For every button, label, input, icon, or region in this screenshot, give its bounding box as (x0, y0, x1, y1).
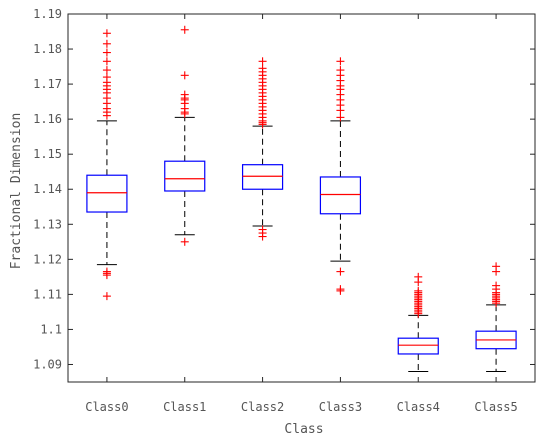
box-class3 (319, 57, 362, 295)
outlier-marker (414, 272, 423, 281)
y-tick-label: 1.1 (40, 322, 62, 336)
y-tick-label: 1.15 (33, 147, 62, 161)
y-tick-label: 1.16 (33, 112, 62, 126)
x-axis: Class0 Class1 Class2 Class3 Class4 Class5 (85, 14, 518, 414)
y-tick-label: 1.11 (33, 287, 62, 301)
outlier-marker (258, 64, 267, 73)
box-class2 (241, 57, 284, 241)
outlier-marker (492, 281, 501, 290)
outlier-marker (102, 57, 111, 66)
outlier-marker (336, 285, 345, 294)
y-tick-label: 1.18 (33, 42, 62, 56)
x-tick-label: Class0 (85, 400, 128, 414)
outlier-marker (102, 29, 111, 38)
y-tick-label: 1.14 (33, 182, 62, 196)
outlier-marker (180, 25, 189, 34)
y-tick-label: 1.09 (33, 357, 62, 371)
box-class4 (397, 272, 439, 372)
outlier-marker (102, 48, 111, 57)
y-tick-label: 1.19 (33, 7, 62, 21)
y-tick-label: 1.13 (33, 217, 62, 231)
iqr-box (86, 174, 128, 213)
box-class0 (86, 29, 128, 301)
outlier-marker (102, 292, 111, 301)
x-tick-label: Class4 (397, 400, 440, 414)
iqr-box (397, 337, 439, 355)
y-axis-label: Fractional Dimension (9, 113, 24, 270)
outlier-marker (258, 57, 267, 66)
y-tick-label: 1.17 (33, 77, 62, 91)
outlier-marker (102, 66, 111, 75)
outlier-marker (336, 66, 345, 75)
x-axis-label: Class (284, 422, 323, 437)
outlier-marker (414, 286, 423, 295)
outlier-marker (180, 237, 189, 246)
outlier-marker (336, 267, 345, 276)
outlier-marker (492, 262, 501, 271)
outlier-marker (180, 90, 189, 99)
y-tick-label: 1.12 (33, 252, 62, 266)
x-tick-label: Class5 (474, 400, 517, 414)
outlier-marker (102, 267, 111, 276)
iqr-box (241, 164, 284, 190)
plot-area (67, 13, 536, 383)
outlier-marker (336, 113, 345, 122)
outlier-marker (102, 73, 111, 82)
outlier-marker (258, 225, 267, 234)
plot-frame (67, 13, 536, 383)
box-class1 (164, 25, 206, 246)
outlier-marker (180, 71, 189, 80)
x-tick-label: Class2 (241, 400, 284, 414)
iqr-box (319, 176, 362, 215)
x-tick-label: Class1 (163, 400, 206, 414)
outlier-marker (102, 39, 111, 48)
iqr-box (164, 160, 206, 192)
x-tick-label: Class3 (319, 400, 362, 414)
y-axis: 1.09 1.1 1.11 1.12 1.13 1.14 1.15 1.16 1.17 1.18 1… (33, 7, 535, 371)
outlier-marker (336, 57, 345, 66)
box-class5 (475, 262, 517, 372)
box-series (86, 25, 517, 372)
